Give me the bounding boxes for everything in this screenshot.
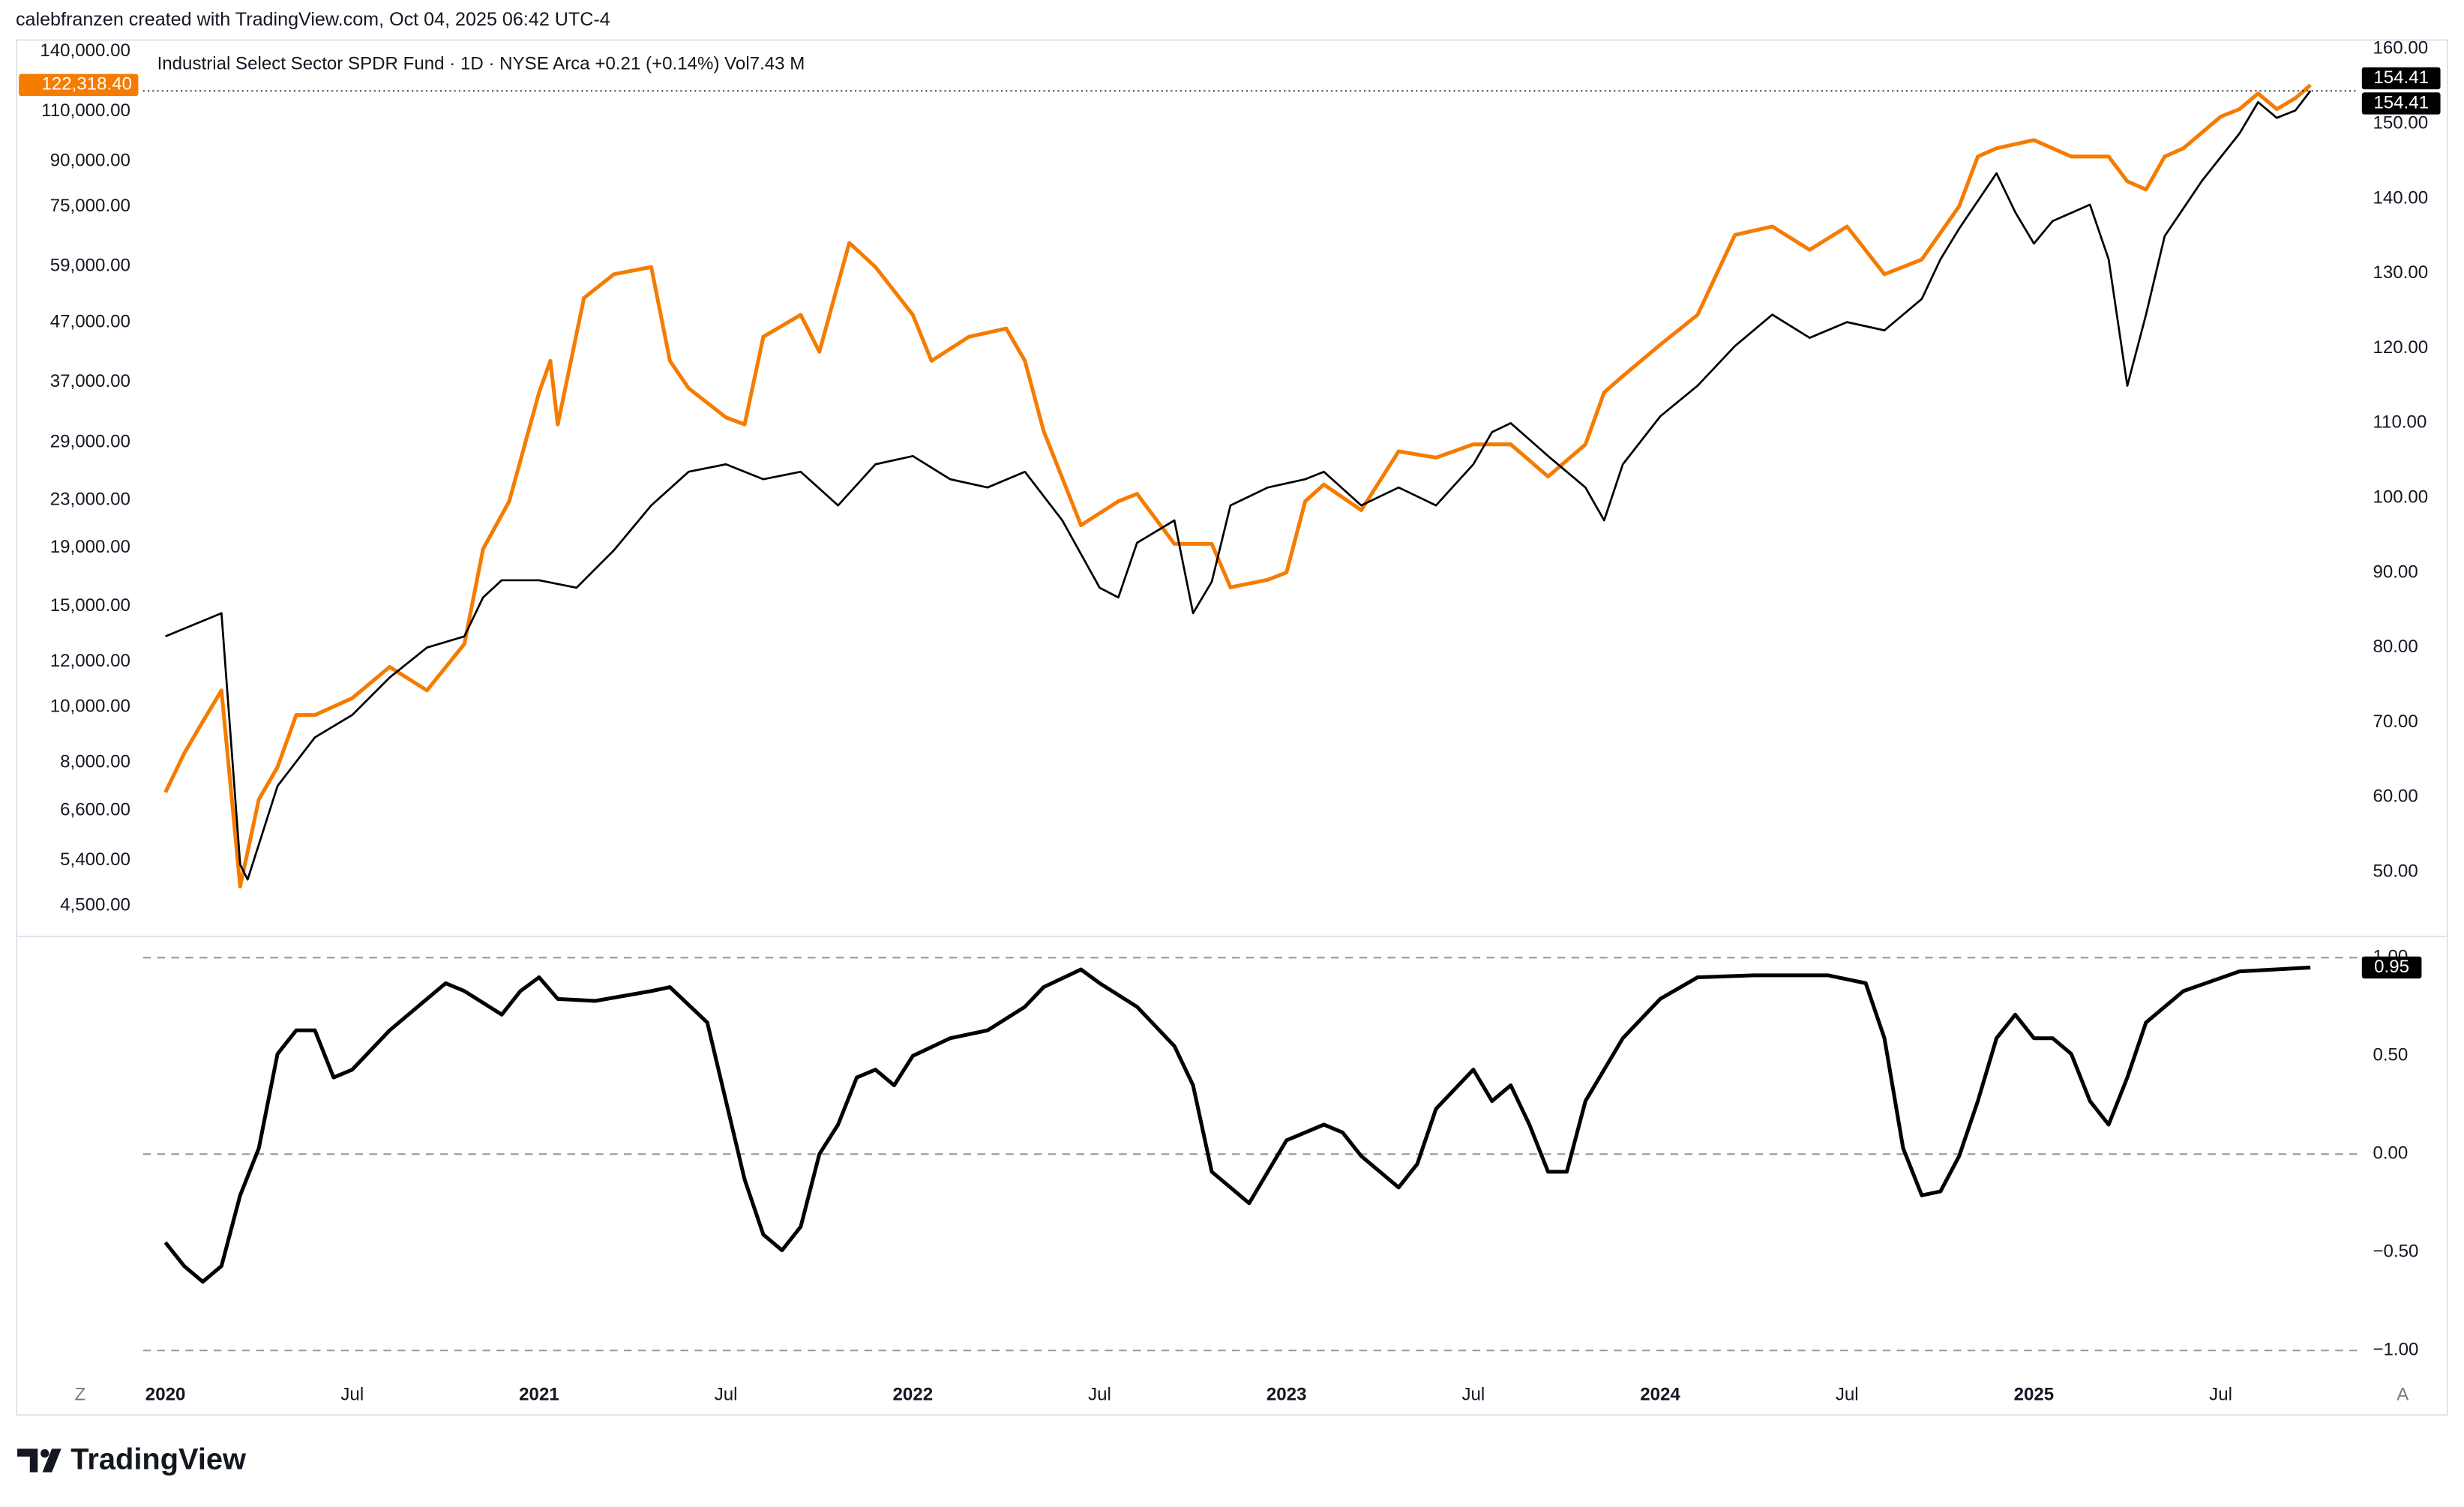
y-tick-label: 12,000.00	[50, 651, 130, 671]
price-badge-label: 154.41	[2373, 67, 2429, 88]
y2-tick-label: 120.00	[2373, 337, 2428, 358]
y-tick-label: 59,000.00	[50, 255, 130, 275]
x-tick-label: Jul	[1461, 1384, 1485, 1404]
y-tick-label: 19,000.00	[50, 537, 130, 557]
legend: Industrial Select Sector SPDR Fund · 1D …	[157, 53, 805, 73]
y-tick-label: 140,000.00	[40, 40, 130, 61]
y2-tick-label: 140.00	[2373, 187, 2428, 208]
y-tick-label: 15,000.00	[50, 595, 130, 616]
series-line	[163, 83, 2312, 888]
y2-tick-label: 70.00	[2373, 712, 2418, 732]
x-tick-label: 2023	[1266, 1384, 1307, 1404]
y-tick-label: 0.00	[2373, 1143, 2408, 1164]
auto-scale-button[interactable]: A	[2397, 1384, 2409, 1404]
price-badge	[2361, 67, 2441, 90]
y2-tick-label: 80.00	[2373, 637, 2418, 657]
y-tick-label: −0.50	[2373, 1242, 2418, 1262]
x-tick-label: Jul	[715, 1384, 738, 1404]
x-tick-label: Jul	[1836, 1384, 1859, 1404]
y2-tick-label: 100.00	[2373, 487, 2428, 508]
y-tick-label: 37,000.00	[50, 371, 130, 391]
value-badge-label: 0.95	[2374, 957, 2409, 977]
y2-tick-label: 160.00	[2373, 38, 2428, 58]
x-tick-label: 2025	[2014, 1384, 2055, 1404]
zoom-button[interactable]: Z	[75, 1384, 86, 1404]
y-tick-label: 0.50	[2373, 1045, 2408, 1065]
y-tick-label: 10,000.00	[50, 697, 130, 717]
y-tick-label: 4,500.00	[60, 894, 130, 915]
brand: TradingView	[70, 1443, 247, 1476]
y2-tick-label: 110.00	[2373, 412, 2427, 433]
y-tick-label: 29,000.00	[50, 432, 130, 452]
y-tick-label: 6,600.00	[60, 799, 130, 819]
y-tick-label: 47,000.00	[50, 312, 130, 332]
credit: calebfranzen created with TradingView.co…	[16, 9, 610, 30]
y2-tick-label: 90.00	[2373, 562, 2418, 582]
x-tick-label: Jul	[340, 1384, 364, 1404]
y-tick-label: 90,000.00	[50, 150, 130, 170]
price-badge-label: 154.41	[2373, 92, 2429, 112]
y-tick-label: 75,000.00	[50, 196, 130, 216]
y-tick-label: 8,000.00	[60, 752, 130, 772]
x-tick-label: 2020	[145, 1384, 186, 1404]
x-tick-label: 2024	[1640, 1384, 1680, 1404]
y2-tick-label: 150.00	[2373, 113, 2428, 133]
x-tick-label: Jul	[2209, 1384, 2232, 1404]
series-line	[163, 965, 2311, 1284]
x-tick-label: Jul	[1088, 1384, 1111, 1404]
y-tick-label: 5,400.00	[60, 849, 130, 870]
chart-frame	[15, 39, 2449, 1416]
price-badge	[19, 73, 139, 97]
x-tick-label: 2021	[519, 1384, 559, 1404]
y2-tick-label: 50.00	[2373, 861, 2418, 881]
y2-tick-label: 130.00	[2373, 262, 2428, 283]
brand-logo: TradingView	[17, 1443, 247, 1476]
price-badge-label: 122,318.40	[41, 74, 132, 94]
value-badge	[2361, 956, 2422, 979]
y-tick-label: −1.00	[2373, 1340, 2418, 1360]
y-tick-label: 110,000.00	[41, 100, 130, 121]
price-badge	[2361, 92, 2441, 115]
x-tick-label: 2022	[893, 1384, 934, 1404]
series-line	[165, 90, 2312, 881]
y-tick-label: 23,000.00	[50, 490, 130, 510]
y2-tick-label: 60.00	[2373, 786, 2418, 807]
